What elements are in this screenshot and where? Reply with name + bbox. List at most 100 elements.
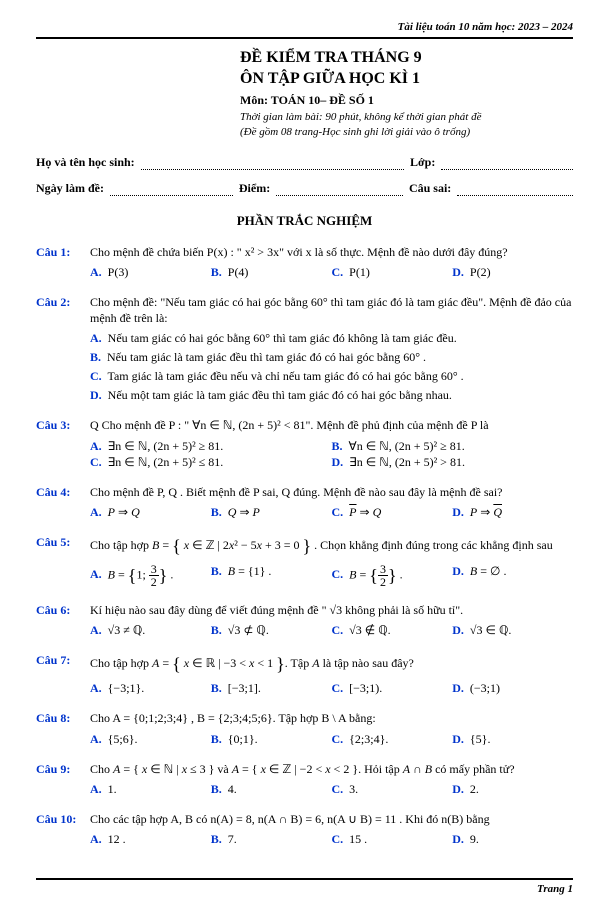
answer-option[interactable]: D. {5}. [452,731,573,747]
answer-row: A. 1.B. 4.C. 3.D. 2. [90,781,573,797]
question-body: Cho mệnh đề P, Q . Biết mệnh đề P sai, Q… [90,484,573,520]
answer-option[interactable]: C. B = {32} . [332,563,453,588]
answer-option[interactable]: B. B = {1} . [211,563,332,588]
question-number: Câu 10: [36,811,90,847]
answer-option[interactable]: C. 3. [332,781,453,797]
answer-option[interactable]: B. [−3;1]. [211,680,332,696]
question-body: Cho A = {0;1;2;3;4} , B = {2;3;4;5;6}. T… [90,710,573,746]
title-line-2: ÔN TẬP GIỮA HỌC KÌ 1 [240,68,573,90]
title-block: ĐỀ KIỂM TRA THÁNG 9 ÔN TẬP GIỮA HỌC KÌ 1… [240,47,573,140]
answer-option[interactable]: A. 12 . [90,831,211,847]
question-body: Cho các tập hợp A, B có n(A) = 8, n(A ∩ … [90,811,573,847]
answer-option[interactable]: A. ∃n ∈ ℕ, (2n + 5)² ≥ 81. [90,438,332,454]
section-title: PHẦN TRẮC NGHIỆM [36,212,573,230]
question-number: Câu 7: [36,652,90,696]
question-stem: Cho A = { x ∈ ℕ | x ≤ 3 } và A = { x ∈ ℤ… [90,761,573,777]
answer-option[interactable]: C. P(1) [332,264,453,280]
question-stem: Cho mệnh đề P, Q . Biết mệnh đề P sai, Q… [90,484,573,500]
answer-option[interactable]: A. 1. [90,781,211,797]
answer-option[interactable]: A. Nếu tam giác có hai góc bằng 60° thì … [90,330,573,346]
question-body: Cho A = { x ∈ ℕ | x ≤ 3 } và A = { x ∈ ℤ… [90,761,573,797]
question: Câu 4:Cho mệnh đề P, Q . Biết mệnh đề P … [36,484,573,520]
wrong-label: Câu sai: [409,180,451,196]
date-label: Ngày làm đề: [36,180,104,196]
page-footer: Trang 1 [36,878,573,897]
answer-option[interactable]: B. P(4) [211,264,332,280]
answer-option[interactable]: A. P(3) [90,264,211,280]
answer-row: A. {−3;1}.B. [−3;1].C. [−3;1).D. (−3;1) [90,680,573,696]
answer-option[interactable]: B. 4. [211,781,332,797]
question-stem: Q Cho mệnh đề P : " ∀n ∈ ℕ, (2n + 5)² < … [90,417,573,433]
question: Câu 7:Cho tập hợp A = { x ∈ ℝ | −3 < x <… [36,652,573,696]
questions: Câu 1:Cho mệnh đề chứa biến P(x) : " x² … [36,244,573,848]
answer-option[interactable]: B. 7. [211,831,332,847]
question-stem: Cho tập hợp A = { x ∈ ℝ | −3 < x < 1 }. … [90,652,573,676]
student-name-label: Họ và tên học sinh: [36,154,135,170]
question-body: Q Cho mệnh đề P : " ∀n ∈ ℕ, (2n + 5)² < … [90,417,573,470]
answer-option[interactable]: D. ∃n ∈ ℕ, (2n + 5)² > 81. [332,454,574,470]
answer-row: A. 12 .B. 7.C. 15 .D. 9. [90,831,573,847]
wrong-blank[interactable] [457,183,573,196]
title-line-4: Thời gian làm bài: 90 phút, không kể thờ… [240,110,573,125]
answer-option[interactable]: C. √3 ∉ ℚ. [332,622,453,638]
answer-option[interactable]: C. {2;3;4}. [332,731,453,747]
answer-option[interactable]: C. Tam giác là tam giác đều nếu và chỉ n… [90,368,573,384]
question-number: Câu 9: [36,761,90,797]
question: Câu 10:Cho các tập hợp A, B có n(A) = 8,… [36,811,573,847]
answer-option[interactable]: B. √3 ⊄ ℚ. [211,622,332,638]
question-stem: Kí hiệu nào sau đây dùng để viết đúng mệ… [90,602,573,618]
answer-option[interactable]: D. B = ∅ . [452,563,573,588]
answer-option[interactable]: D. P ⇒ Q [452,504,573,520]
answer-option[interactable]: C. 15 . [332,831,453,847]
answer-row: A. {5;6}.B. {0;1}.C. {2;3;4}.D. {5}. [90,731,573,747]
answer-option[interactable]: D. √3 ∈ ℚ. [452,622,573,638]
title-line-3: Môn: TOÁN 10– ĐỀ SỐ 1 [240,92,573,108]
question: Câu 5:Cho tập hợp B = { x ∈ ℤ | 2x² − 5x… [36,534,573,587]
meta-row: Ngày làm đề: Điểm: Câu sai: [36,180,573,196]
answer-option[interactable]: C. [−3;1). [332,680,453,696]
answer-option[interactable]: B. Nếu tam giác là tam giác đều thì tam … [90,349,573,365]
answer-option[interactable]: B. ∀n ∈ ℕ, (2n + 5)² ≥ 81. [332,438,574,454]
answer-row: A. √3 ≠ ℚ.B. √3 ⊄ ℚ.C. √3 ∉ ℚ.D. √3 ∈ ℚ. [90,622,573,638]
answer-option[interactable]: D. Nếu một tam giác là tam giác đều thì … [90,387,573,403]
answer-option[interactable]: C. ∃n ∈ ℕ, (2n + 5)² ≤ 81. [90,454,332,470]
question: Câu 8:Cho A = {0;1;2;3;4} , B = {2;3;4;5… [36,710,573,746]
question-stem: Cho mệnh đề: "Nếu tam giác có hai góc bằ… [90,294,573,326]
doc-header: Tài liệu toán 10 năm học: 2023 – 2024 [36,20,573,39]
answer-row: A. ∃n ∈ ℕ, (2n + 5)² ≥ 81.B. ∀n ∈ ℕ, (2n… [90,438,573,470]
question-stem: Cho A = {0;1;2;3;4} , B = {2;3;4;5;6}. T… [90,710,573,726]
title-line-5: (Đề gồm 08 trang-Học sinh ghi lời giải v… [240,125,573,140]
answer-option[interactable]: A. B = {1; 32} . [90,563,211,588]
answer-option[interactable]: D. (−3;1) [452,680,573,696]
question-number: Câu 4: [36,484,90,520]
answer-option[interactable]: D. P(2) [452,264,573,280]
question: Câu 1:Cho mệnh đề chứa biến P(x) : " x² … [36,244,573,280]
score-label: Điểm: [239,180,270,196]
question-stem: Cho mệnh đề chứa biến P(x) : " x² > 3x" … [90,244,573,260]
answer-option[interactable]: C. P ⇒ Q [332,504,453,520]
question-number: Câu 8: [36,710,90,746]
answer-row: A. P(3)B. P(4)C. P(1)D. P(2) [90,264,573,280]
answer-list: A. Nếu tam giác có hai góc bằng 60° thì … [90,330,573,404]
question-stem: Cho các tập hợp A, B có n(A) = 8, n(A ∩ … [90,811,573,827]
answer-option[interactable]: A. √3 ≠ ℚ. [90,622,211,638]
answer-option[interactable]: D. 2. [452,781,573,797]
class-blank[interactable] [441,157,573,170]
answer-option[interactable]: A. {5;6}. [90,731,211,747]
answer-option[interactable]: D. 9. [452,831,573,847]
question: Câu 9:Cho A = { x ∈ ℕ | x ≤ 3 } và A = {… [36,761,573,797]
title-line-1: ĐỀ KIỂM TRA THÁNG 9 [240,47,573,69]
answer-row: A. P ⇒ QB. Q ⇒ PC. P ⇒ QD. P ⇒ Q [90,504,573,520]
answer-option[interactable]: B. Q ⇒ P [211,504,332,520]
answer-option[interactable]: A. P ⇒ Q [90,504,211,520]
date-blank[interactable] [110,183,233,196]
question-number: Câu 2: [36,294,90,403]
question-body: Cho mệnh đề chứa biến P(x) : " x² > 3x" … [90,244,573,280]
question-stem: Cho tập hợp B = { x ∈ ℤ | 2x² − 5x + 3 =… [90,534,573,558]
class-label: Lớp: [410,154,435,170]
answer-option[interactable]: A. {−3;1}. [90,680,211,696]
student-name-blank[interactable] [141,157,404,170]
score-blank[interactable] [276,183,403,196]
answer-option[interactable]: B. {0;1}. [211,731,332,747]
question: Câu 2:Cho mệnh đề: "Nếu tam giác có hai … [36,294,573,403]
